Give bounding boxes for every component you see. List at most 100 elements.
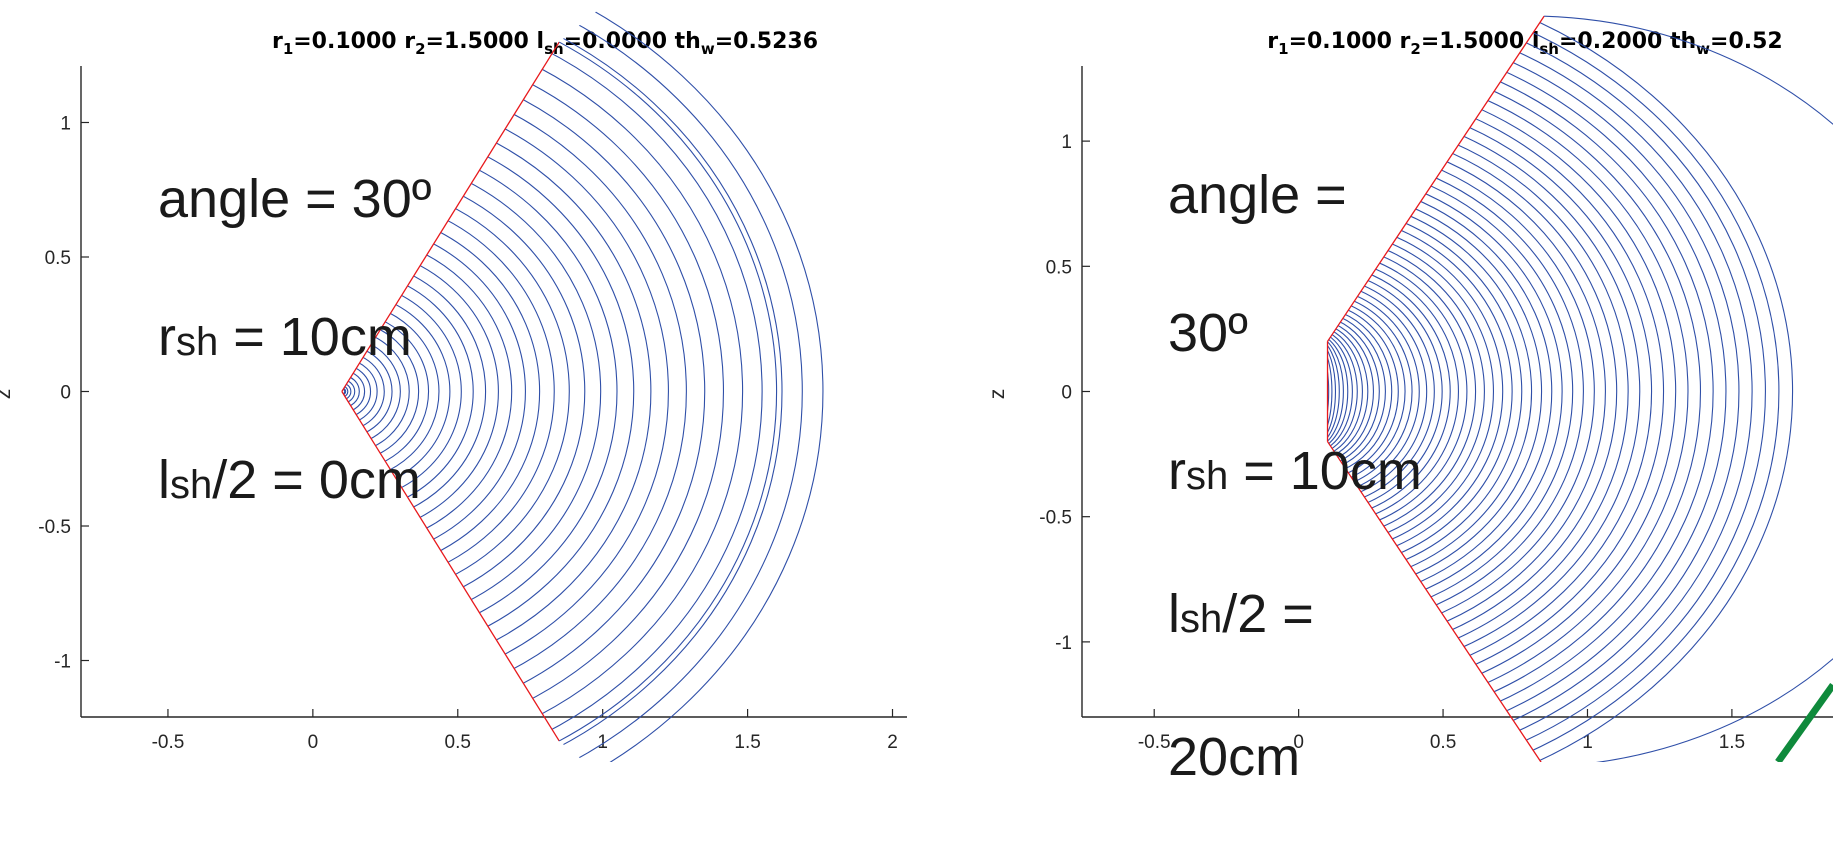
contour-arc bbox=[1327, 178, 1553, 605]
contour-arc bbox=[1327, 226, 1495, 557]
y-tick-label: 1 bbox=[1061, 132, 1072, 153]
outer-arc bbox=[1544, 15, 1833, 762]
x-tick-label: 0 bbox=[1293, 732, 1304, 753]
y-tick-label: -0.5 bbox=[38, 517, 71, 538]
contour-arc bbox=[1327, 306, 1393, 477]
contour-arc bbox=[341, 54, 706, 729]
contour-arc bbox=[341, 179, 570, 604]
left-plot: -0.5 0 0.5 1 1.5 2 -1 -0.5 0 0.5 1 z r1=0.1000 r2=1.… bbox=[0, 0, 907, 762]
contour-arc bbox=[1327, 151, 1584, 632]
contour-arc bbox=[1327, 113, 1629, 670]
contour-arc bbox=[341, 385, 349, 398]
contour-arc bbox=[341, 336, 401, 447]
x-tick-label: 1.5 bbox=[1719, 732, 1745, 753]
contour-arc bbox=[1327, 83, 1665, 700]
contour-arc bbox=[1327, 241, 1477, 542]
contour-arc bbox=[1327, 234, 1485, 549]
contour-arc bbox=[1327, 261, 1451, 522]
contour-arc bbox=[1327, 325, 1363, 458]
contour-arc bbox=[341, 369, 366, 414]
y-tick-label: 1 bbox=[60, 113, 71, 134]
y-tick-label: -1 bbox=[1055, 633, 1072, 654]
contour-arc bbox=[341, 245, 499, 538]
contour-arc bbox=[341, 358, 378, 425]
contour-arc bbox=[1327, 337, 1337, 446]
contour-arc bbox=[1327, 186, 1543, 597]
contour-arc bbox=[1327, 338, 1333, 445]
contour-arc bbox=[1327, 339, 1330, 444]
contour-arc bbox=[1327, 301, 1399, 482]
y-tick-label: 0 bbox=[1061, 383, 1072, 404]
contour-arc bbox=[1327, 7, 1753, 762]
contour-arc bbox=[1327, 248, 1468, 535]
plot-title: r1=0.1000 r2=1.5000 lsh=0.2000 thw=0.52 bbox=[1267, 29, 1782, 58]
contour-arc bbox=[341, 300, 440, 483]
contour-arc bbox=[341, 150, 602, 633]
x-tick-label: 2 bbox=[887, 732, 898, 753]
outer-arc bbox=[558, 41, 778, 742]
contour-arc bbox=[1327, 310, 1386, 473]
y-tick-label: -1 bbox=[54, 652, 71, 673]
contour-arc bbox=[1327, 93, 1653, 690]
right-plot: -0.5 0 0.5 1 1.5 -1 -0.5 0 0.5 1 z r1=0.1000 r2=1.5… bbox=[986, 0, 1833, 762]
y-tick-label: 0.5 bbox=[45, 248, 71, 269]
contour-arc bbox=[341, 280, 462, 503]
contour-arc bbox=[341, 36, 725, 747]
wedge-boundary-lower bbox=[1326, 441, 1542, 762]
contour-arc bbox=[341, 0, 803, 762]
contour-arc bbox=[1327, 211, 1513, 572]
y-axis-label: z bbox=[986, 389, 1009, 400]
contour-arc bbox=[341, 18, 744, 762]
y-tick-label: 0 bbox=[60, 383, 71, 404]
contour-arc bbox=[1327, 123, 1618, 660]
contour-arc bbox=[341, 120, 635, 663]
contour-arc bbox=[341, 135, 618, 648]
contour-arc bbox=[341, 104, 652, 679]
contour-arc bbox=[1327, 280, 1428, 503]
x-tick-label: 1 bbox=[597, 732, 608, 753]
contour-arc bbox=[341, 388, 346, 395]
green-diagonal-line bbox=[1775, 682, 1833, 762]
wedge-boundary-lower bbox=[341, 391, 560, 742]
contour-arc bbox=[1305, 341, 1321, 442]
contour-arc bbox=[341, 233, 513, 550]
contour-arc bbox=[1327, 332, 1349, 451]
contour-arc bbox=[341, 193, 555, 590]
y-axis-label: z bbox=[0, 389, 15, 400]
contour-arc bbox=[1310, 341, 1317, 441]
contour-arc bbox=[1327, 335, 1340, 448]
contour-arc bbox=[341, 0, 783, 762]
x-tick-label: 0.5 bbox=[445, 732, 471, 753]
contour-arc bbox=[1310, 341, 1316, 441]
contour-arc bbox=[1327, 286, 1420, 497]
contour-arc bbox=[1327, 51, 1702, 732]
contour-arc bbox=[1327, 72, 1677, 711]
contour-arc bbox=[1327, 330, 1353, 453]
y-tick-label: 0.5 bbox=[1046, 257, 1072, 278]
contour-arcs bbox=[1305, 0, 1794, 762]
contour-arc bbox=[1309, 341, 1318, 441]
contour-arc bbox=[1327, 142, 1595, 641]
contour-arc bbox=[1307, 341, 1319, 442]
x-tick-label: -0.5 bbox=[1138, 732, 1171, 753]
contour-arc bbox=[1327, 255, 1460, 528]
contour-arc bbox=[1327, 327, 1358, 456]
contour-arc bbox=[1327, 18, 1740, 762]
contour-arc bbox=[1327, 62, 1689, 721]
contour-arc bbox=[341, 220, 526, 563]
x-tick-label: 0 bbox=[308, 732, 319, 753]
contour-arc bbox=[341, 207, 541, 576]
contour-arc bbox=[341, 0, 824, 762]
contour-arc bbox=[341, 165, 586, 618]
contour-arc bbox=[1327, 40, 1714, 743]
contour-arc bbox=[341, 269, 474, 514]
x-tick-label: 0.5 bbox=[1430, 732, 1456, 753]
contour-arc bbox=[1327, 169, 1563, 614]
contour-arc bbox=[1327, 195, 1533, 588]
contour-arc bbox=[1327, 334, 1344, 449]
contour-arc bbox=[341, 290, 451, 493]
contour-arcs bbox=[341, 0, 824, 762]
y-tick-label: -0.5 bbox=[1039, 508, 1072, 529]
contour-arc bbox=[341, 257, 487, 526]
contour-arc bbox=[1327, 0, 1766, 762]
